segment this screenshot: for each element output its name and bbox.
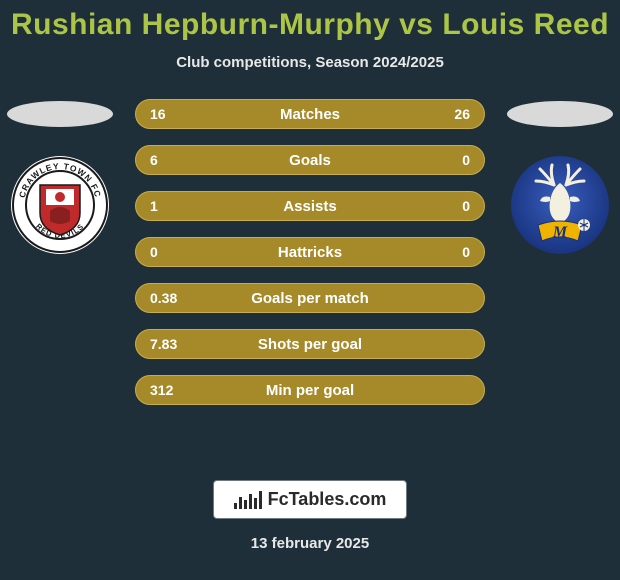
stat-value-left: 0.38 <box>150 290 194 306</box>
stat-row: 0.38Goals per match <box>135 283 485 313</box>
player-left-column: CRAWLEY TOWN FC RED DEVILS <box>0 99 120 255</box>
stat-label: Goals <box>194 152 426 169</box>
stat-value-right: 26 <box>426 106 470 122</box>
stat-label: Goals per match <box>194 290 426 307</box>
brand-text: FcTables.com <box>268 489 387 510</box>
infographic: Rushian Hepburn-Murphy vs Louis Reed Clu… <box>0 0 620 580</box>
mansfield-town-badge-icon: M <box>510 155 610 255</box>
stat-label: Hattricks <box>194 244 426 261</box>
player-left-silhouette <box>7 101 113 127</box>
page-title: Rushian Hepburn-Murphy vs Louis Reed <box>11 8 609 42</box>
player-right-silhouette <box>507 101 613 127</box>
stat-row: 312Min per goal <box>135 375 485 405</box>
stat-row: 16Matches26 <box>135 99 485 129</box>
stat-value-right: 0 <box>426 198 470 214</box>
stat-value-right: 0 <box>426 244 470 260</box>
stat-value-left: 7.83 <box>150 336 194 352</box>
brand-badge: FcTables.com <box>213 480 408 519</box>
stat-row: 0Hattricks0 <box>135 237 485 267</box>
stat-value-left: 0 <box>150 244 194 260</box>
svg-text:M: M <box>552 224 568 241</box>
stat-row: 6Goals0 <box>135 145 485 175</box>
footer: FcTables.com 13 february 2025 <box>0 480 620 552</box>
bar-chart-icon <box>234 491 262 509</box>
date-text: 13 february 2025 <box>251 535 369 552</box>
stat-label: Shots per goal <box>194 336 426 353</box>
subtitle: Club competitions, Season 2024/2025 <box>176 54 444 71</box>
player-right-column: M <box>500 99 620 255</box>
stats-table: 16Matches266Goals01Assists00Hattricks00.… <box>135 99 485 405</box>
stat-row: 1Assists0 <box>135 191 485 221</box>
stat-label: Assists <box>194 198 426 215</box>
stat-label: Min per goal <box>194 382 426 399</box>
stat-value-left: 6 <box>150 152 194 168</box>
club-crest-left: CRAWLEY TOWN FC RED DEVILS <box>10 155 110 255</box>
crawley-town-badge-icon: CRAWLEY TOWN FC RED DEVILS <box>10 155 110 255</box>
stat-value-left: 312 <box>150 382 194 398</box>
stat-value-left: 1 <box>150 198 194 214</box>
stat-label: Matches <box>194 106 426 123</box>
stat-value-left: 16 <box>150 106 194 122</box>
stat-value-right: 0 <box>426 152 470 168</box>
club-crest-right: M <box>510 155 610 255</box>
stat-row: 7.83Shots per goal <box>135 329 485 359</box>
